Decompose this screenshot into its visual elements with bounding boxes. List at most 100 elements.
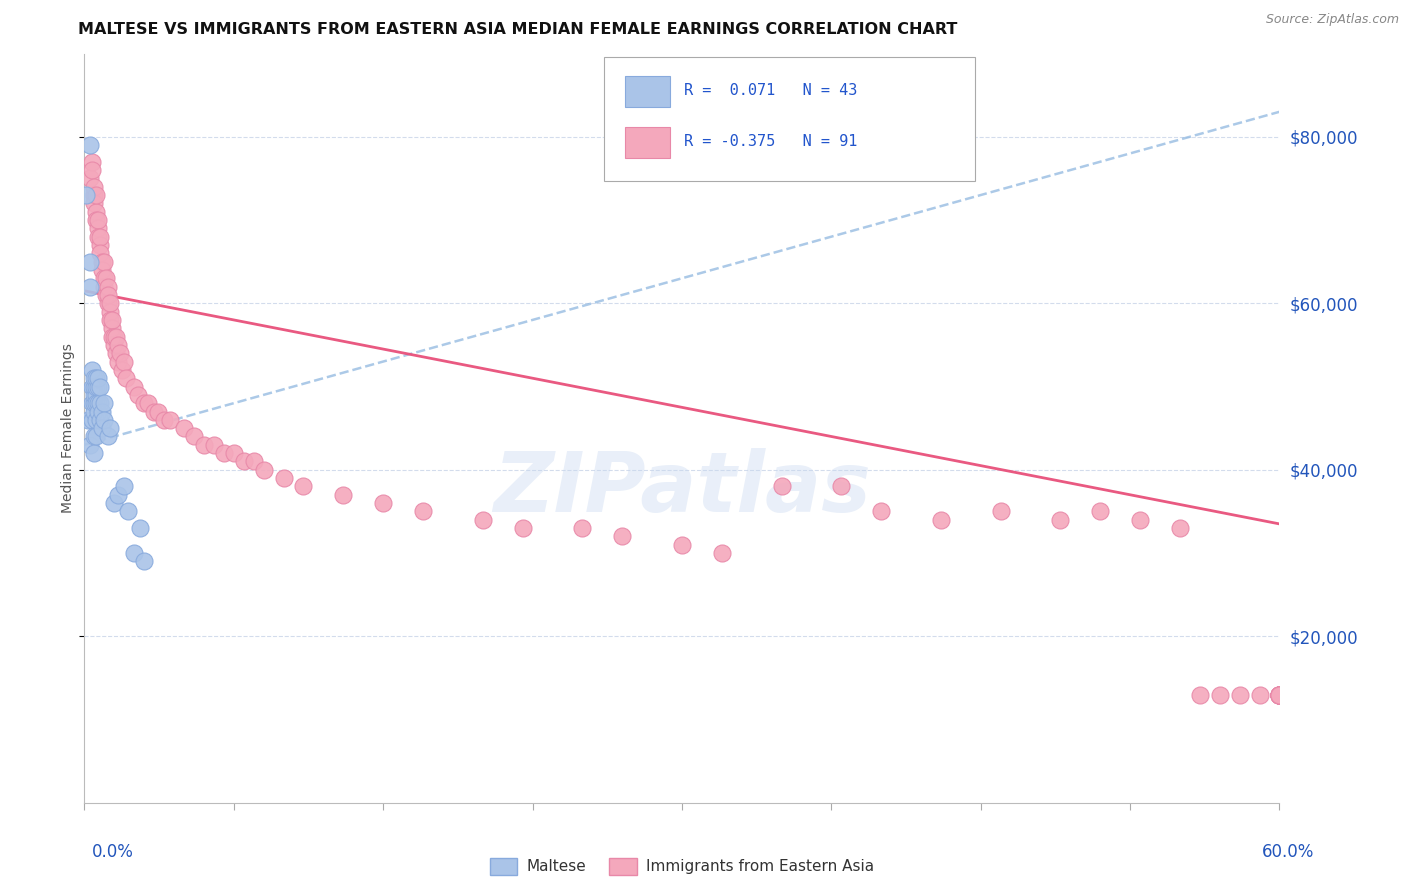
Point [97,296,120,310]
Point [86,188,108,202]
Point [107,338,129,352]
Point [91,263,114,277]
Point [86,429,108,443]
Point [79,438,101,452]
Point [96,288,118,302]
Point [107,488,129,502]
Text: MALTESE VS IMMIGRANTS FROM EASTERN ASIA MEDIAN FEMALE EARNINGS CORRELATION CHART: MALTESE VS IMMIGRANTS FROM EASTERN ASIA … [79,22,957,37]
FancyBboxPatch shape [624,127,671,159]
Point [98,421,121,435]
Point [87,396,110,410]
Point [1268,688,1291,702]
Point [87,221,110,235]
Point [98,313,121,327]
Point [512,521,534,535]
Point [112,354,135,368]
Point [1268,688,1291,702]
Text: 0.0%: 0.0% [91,843,134,861]
Point [193,438,215,452]
Text: 60.0%: 60.0% [1263,843,1315,861]
Point [1268,688,1291,702]
Point [132,396,156,410]
Point [1268,688,1291,702]
Point [273,471,295,485]
Point [1049,513,1071,527]
Point [1268,688,1291,702]
Point [153,413,176,427]
Point [212,446,235,460]
Point [146,404,169,418]
Point [82,396,104,410]
Point [79,279,101,293]
Point [1249,688,1271,702]
Point [89,238,111,252]
Point [571,521,593,535]
Point [1090,504,1112,518]
Point [82,379,104,393]
Point [75,188,97,202]
Point [183,429,205,443]
Point [86,388,108,402]
Point [89,413,111,427]
Point [159,413,181,427]
Point [86,379,108,393]
Point [86,413,108,427]
Point [97,429,120,443]
Point [91,421,114,435]
Point [83,404,105,418]
Point [103,496,125,510]
Point [93,396,115,410]
Point [87,379,110,393]
Point [127,388,149,402]
Point [82,363,104,377]
Point [89,396,111,410]
Text: R = -0.375   N = 91: R = -0.375 N = 91 [685,135,858,150]
Text: Source: ZipAtlas.com: Source: ZipAtlas.com [1265,13,1399,27]
Point [83,179,105,194]
Point [79,138,101,153]
Point [117,504,139,518]
Point [173,421,195,435]
Point [82,163,104,178]
Point [122,546,145,560]
Point [143,404,166,418]
Point [112,479,135,493]
Point [103,338,125,352]
Point [115,371,138,385]
Point [83,379,105,393]
Point [612,529,634,543]
Point [929,513,952,527]
Point [136,396,159,410]
Point [86,396,108,410]
Point [1229,688,1251,702]
Point [83,388,105,402]
Point [107,354,129,368]
Point [122,379,145,393]
Point [110,346,132,360]
FancyBboxPatch shape [624,76,671,107]
Point [93,271,115,285]
Point [79,171,101,186]
Point [1268,688,1291,702]
Point [222,446,245,460]
Point [129,521,152,535]
Point [89,246,111,260]
Point [98,304,121,318]
Point [83,396,105,410]
Text: R =  0.071   N = 43: R = 0.071 N = 43 [685,84,858,98]
Point [253,463,276,477]
Point [132,554,156,568]
Point [1168,521,1191,535]
Point [91,404,114,418]
Point [93,254,115,268]
Point [471,513,494,527]
Point [1268,688,1291,702]
Point [93,413,115,427]
Point [91,254,114,268]
Point [87,213,110,227]
Point [1268,688,1291,702]
Point [83,429,105,443]
Point [111,363,134,377]
Point [830,479,852,493]
Point [990,504,1012,518]
